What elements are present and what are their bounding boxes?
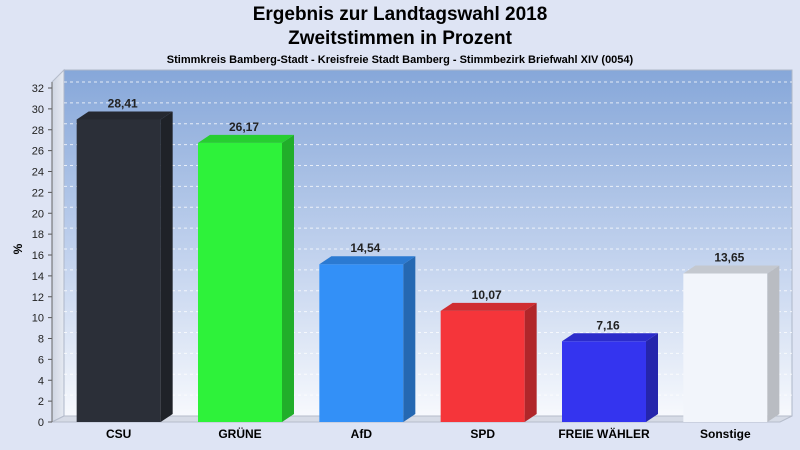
y-tick-label: 32 <box>32 83 44 95</box>
bar-freie-wähler <box>562 341 646 422</box>
y-tick-label: 28 <box>32 125 44 137</box>
bar-top <box>562 333 658 342</box>
y-tick-label: 22 <box>32 187 44 199</box>
bar-csu <box>76 119 161 422</box>
bar-afd <box>319 264 404 422</box>
bar-sonstige <box>683 273 768 422</box>
plot-left-wall <box>51 68 65 423</box>
y-tick-label: 30 <box>32 104 44 116</box>
y-tick-label: 18 <box>32 229 44 241</box>
y-tick-label: 4 <box>38 375 44 387</box>
chart-subtitle: Zweitstimmen in Prozent <box>288 28 512 49</box>
x-tick-label: GRÜNE <box>218 426 261 441</box>
data-label: 28,41 <box>108 96 138 110</box>
x-tick-label: SPD <box>470 427 495 441</box>
y-tick-label: 12 <box>32 292 44 304</box>
bar-top <box>440 302 537 311</box>
chart-description: Stimmkreis Bamberg-Stadt - Kreisfreie St… <box>166 54 634 66</box>
data-label: 13,65 <box>714 251 744 265</box>
y-tick-label: 10 <box>32 313 44 325</box>
bar-side <box>403 256 416 422</box>
bar-top <box>683 265 780 274</box>
y-tick-label: 24 <box>32 167 44 179</box>
y-tick-label: 26 <box>32 146 44 158</box>
bar-grüne <box>198 142 282 422</box>
bar-top <box>76 111 173 120</box>
data-label: 14,54 <box>350 241 380 255</box>
y-tick-label: 2 <box>38 396 44 408</box>
data-label: 10,07 <box>472 288 502 302</box>
x-tick-label: Sonstige <box>700 427 751 441</box>
bar-top <box>319 256 416 265</box>
y-tick-label: 6 <box>38 354 44 366</box>
x-tick-label: CSU <box>106 427 131 441</box>
y-tick-label: 14 <box>32 271 44 283</box>
data-label: 26,17 <box>229 120 259 134</box>
y-axis-label: % <box>11 243 25 254</box>
bar-side <box>767 265 780 422</box>
data-label: 7,16 <box>596 318 620 332</box>
bar-top <box>198 134 294 143</box>
bar-spd <box>440 310 525 422</box>
y-tick-label: 16 <box>32 250 44 262</box>
chart-title: Ergebnis zur Landtagswahl 2018 <box>252 4 548 25</box>
x-tick-label: FREIE WÄHLER <box>558 426 650 441</box>
y-tick-label: 8 <box>38 334 44 346</box>
x-tick-label: AfD <box>351 427 373 441</box>
bar-side <box>160 111 173 422</box>
y-tick-label: 0 <box>38 417 44 429</box>
plot-background <box>63 69 793 417</box>
bar-side <box>524 302 537 422</box>
y-tick-label: 20 <box>32 208 44 220</box>
bar-side <box>282 134 294 422</box>
bar-side <box>646 333 658 422</box>
